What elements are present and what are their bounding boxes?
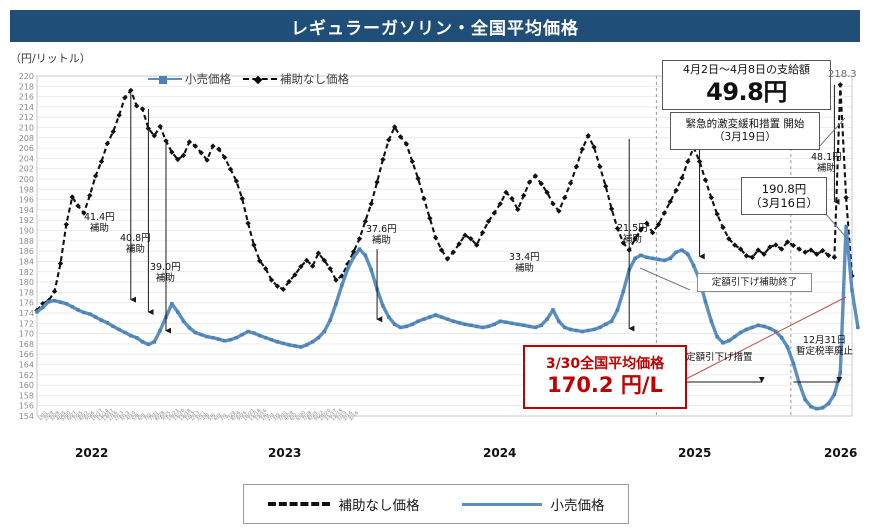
x-axis-tick-labels: 1/31 2/28 3/28 4/25 5/30 6/27 7/25 8/22 9/26 10/1… bbox=[0, 408, 870, 448]
annotation-subsidy-33-4: 33.4円 補助 bbox=[509, 252, 540, 275]
svg-text:166: 166 bbox=[19, 350, 34, 359]
svg-text:194: 194 bbox=[19, 206, 34, 215]
annotation-peak-218-3: 218.3 bbox=[828, 69, 857, 80]
svg-text:220: 220 bbox=[19, 72, 34, 81]
bottom-legend: 補助なし価格 小売価格 bbox=[243, 484, 629, 524]
annotation-subsidy-48-1: 48.1円 補助 bbox=[811, 152, 842, 175]
callout-fixed-reduction-end: 定額引下げ補助終了 bbox=[697, 273, 812, 292]
svg-text:218: 218 bbox=[19, 82, 34, 91]
inline-legend-item-retail: 小売価格 bbox=[148, 71, 231, 87]
svg-text:196: 196 bbox=[19, 196, 34, 205]
callout-avg-price-value: 170.2 円/L bbox=[547, 372, 663, 397]
svg-text:202: 202 bbox=[19, 165, 34, 174]
chart-svg: 2202182162142122102082062042022001981961… bbox=[19, 72, 860, 420]
svg-text:200: 200 bbox=[19, 175, 34, 184]
annotation-subsidy-40-8: 40.8円 補助 bbox=[120, 233, 151, 256]
callout-avg-price-label: 3/30全国平均価格 bbox=[545, 356, 665, 372]
page-title: レギュラーガソリン・全国平均価格 bbox=[291, 18, 579, 39]
annotation-fixed-reduction-measure: 定額引下げ措置 bbox=[686, 352, 753, 363]
retail-legend-swatch-icon bbox=[461, 502, 542, 506]
callout-peak-retail-value: 190.8円 bbox=[761, 181, 807, 196]
x-axis-year-labels: 2022 2023 2024 2025 2026 bbox=[0, 446, 870, 466]
svg-text:162: 162 bbox=[19, 371, 34, 380]
svg-text:184: 184 bbox=[19, 257, 34, 266]
retail-line-swatch-icon bbox=[148, 76, 182, 84]
svg-text:214: 214 bbox=[19, 103, 34, 112]
annotation-subsidy-37-6: 37.6円 補助 bbox=[366, 224, 397, 247]
bottom-legend-item-retail: 小売価格 bbox=[461, 494, 605, 514]
svg-text:156: 156 bbox=[19, 402, 34, 411]
callout-national-average-price: 3/30全国平均価格 170.2 円/L bbox=[523, 345, 687, 409]
annotation-provisional-tax-abolition: 12月31日 暫定税率廃止 bbox=[796, 335, 854, 358]
svg-text:216: 216 bbox=[19, 93, 34, 102]
svg-text:204: 204 bbox=[19, 154, 34, 163]
year-label: 2026 bbox=[824, 446, 858, 460]
callout-peak-retail-date: （3月16日） bbox=[750, 196, 818, 210]
svg-text:208: 208 bbox=[19, 134, 34, 143]
annotation-subsidy-39-0: 39.0円 補助 bbox=[150, 262, 181, 285]
inline-legend-item-nosubsidy: 補助なし価格 bbox=[243, 71, 349, 87]
annotation-subsidy-21-5: 21.5円 補助 bbox=[617, 223, 648, 246]
svg-text:154: 154 bbox=[19, 412, 34, 420]
svg-text:174: 174 bbox=[19, 309, 34, 318]
year-label: 2025 bbox=[678, 446, 712, 460]
svg-text:192: 192 bbox=[19, 216, 34, 225]
year-label: 2023 bbox=[268, 446, 302, 460]
callout-subsidy-amount: 4月2日～4月8日の支給額 49.8円 bbox=[662, 60, 831, 110]
svg-text:160: 160 bbox=[19, 381, 34, 390]
svg-text:172: 172 bbox=[19, 319, 34, 328]
svg-text:188: 188 bbox=[19, 237, 34, 246]
bottom-legend-label-nosubsidy: 補助なし価格 bbox=[338, 498, 420, 514]
bottom-legend-item-nosubsidy: 補助なし価格 bbox=[267, 494, 420, 514]
svg-text:210: 210 bbox=[19, 124, 34, 133]
svg-text:158: 158 bbox=[19, 391, 34, 400]
svg-text:178: 178 bbox=[19, 288, 34, 297]
inline-legend-label-nosubsidy: 補助なし価格 bbox=[280, 72, 349, 86]
svg-text:186: 186 bbox=[19, 247, 34, 256]
inline-legend: 小売価格 補助なし価格 bbox=[148, 71, 349, 87]
plot-area: 220 218 216 214 212 210 208 206 204 202 200 198 196 1… bbox=[0, 68, 870, 420]
callout-subsidy-value: 49.8円 bbox=[706, 77, 787, 106]
svg-text:182: 182 bbox=[19, 268, 34, 277]
nosubsidy-legend-swatch-icon bbox=[267, 502, 330, 506]
year-label: 2024 bbox=[483, 446, 517, 460]
annotation-subsidy-41-4: 41.4円 補助 bbox=[84, 212, 115, 235]
svg-text:168: 168 bbox=[19, 340, 34, 349]
svg-text:190: 190 bbox=[19, 227, 34, 236]
callout-emergency-line1: 緊急的激変緩和措置 開始 bbox=[685, 117, 805, 130]
page-title-bar: レギュラーガソリン・全国平均価格 bbox=[10, 10, 860, 42]
callout-peak-retail: 190.8円 （3月16日） bbox=[741, 177, 827, 215]
year-label: 2022 bbox=[75, 446, 109, 460]
inline-legend-label-retail: 小売価格 bbox=[185, 72, 231, 86]
svg-text:176: 176 bbox=[19, 299, 34, 308]
svg-text:206: 206 bbox=[19, 144, 34, 153]
svg-text:170: 170 bbox=[19, 330, 34, 339]
callout-subsidy-period: 4月2日～4月8日の支給額 bbox=[683, 63, 810, 77]
svg-text:212: 212 bbox=[19, 113, 34, 122]
nosubsidy-line-swatch-icon bbox=[243, 78, 277, 80]
svg-text:198: 198 bbox=[19, 185, 34, 194]
callout-emergency-line2: （3月19日） bbox=[713, 131, 777, 143]
bottom-legend-label-retail: 小売価格 bbox=[550, 498, 605, 514]
callout-fixed-reduction-end-label: 定額引下げ補助終了 bbox=[711, 276, 798, 288]
svg-text:180: 180 bbox=[19, 278, 34, 287]
svg-text:164: 164 bbox=[19, 360, 34, 369]
callout-emergency-measure: 緊急的激変緩和措置 開始 （3月19日） bbox=[670, 112, 820, 150]
y-axis-unit-label: （円/リットル） bbox=[10, 52, 91, 65]
